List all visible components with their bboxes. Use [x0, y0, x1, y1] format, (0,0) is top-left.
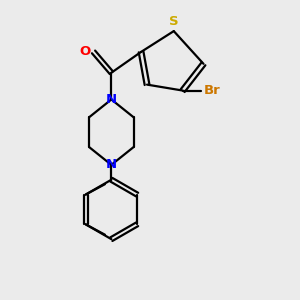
Text: O: O [79, 45, 91, 58]
Text: S: S [169, 15, 178, 28]
Text: N: N [106, 93, 117, 106]
Text: Br: Br [203, 84, 220, 97]
Text: N: N [106, 158, 117, 171]
